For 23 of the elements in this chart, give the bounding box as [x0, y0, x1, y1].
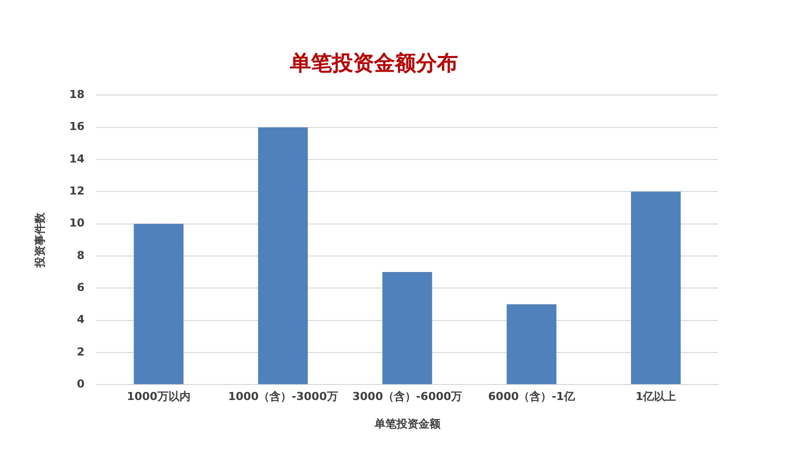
- y-tick-label: 2: [76, 345, 85, 358]
- y-tick-label: 16: [69, 120, 85, 134]
- y-axis-title: 投资事件数: [33, 211, 46, 268]
- y-tick-label: 18: [69, 88, 85, 102]
- bar: [134, 224, 184, 384]
- bar: [630, 192, 681, 384]
- x-tick-label: 1000万以内: [126, 390, 190, 404]
- y-tick-label: 4: [76, 313, 85, 326]
- x-tick-label: 3000（含）-6000万: [352, 390, 462, 404]
- bar: [382, 272, 432, 384]
- x-tick-label: 1000（含）-3000万: [228, 390, 338, 404]
- y-tick-label: 8: [76, 248, 85, 262]
- chart-title: 单笔投资金额分布: [289, 50, 458, 76]
- bar: [506, 304, 556, 384]
- y-tick-label: 10: [69, 216, 85, 230]
- y-tick-label: 6: [76, 280, 85, 294]
- y-tick-label: 0: [76, 377, 85, 390]
- x-tick-label: 1亿以上: [636, 390, 676, 404]
- bar: [258, 127, 308, 384]
- x-axis-title: 单笔投资金额: [373, 417, 442, 430]
- y-tick-label: 12: [69, 184, 85, 198]
- x-tick-label: 6000（含）-1亿: [488, 390, 576, 404]
- y-tick-label: 14: [69, 152, 85, 166]
